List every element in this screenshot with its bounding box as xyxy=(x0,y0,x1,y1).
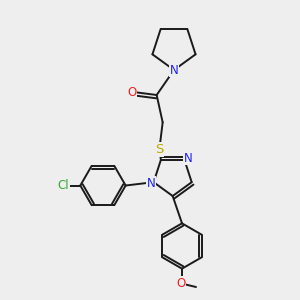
Text: O: O xyxy=(127,86,136,99)
Text: N: N xyxy=(147,177,155,190)
Text: N: N xyxy=(169,64,178,76)
Text: Cl: Cl xyxy=(57,179,69,192)
Text: S: S xyxy=(155,143,164,156)
Text: N: N xyxy=(184,152,193,165)
Text: O: O xyxy=(176,277,185,290)
